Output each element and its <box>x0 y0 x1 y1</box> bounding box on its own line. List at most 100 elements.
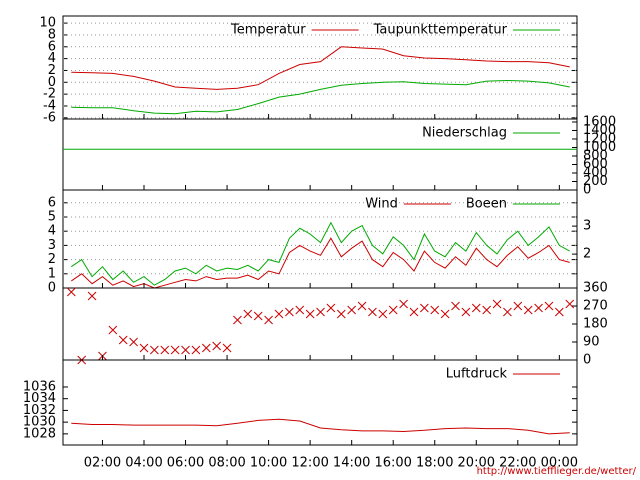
direction-marker <box>233 315 242 325</box>
y-tick-label: 10 <box>39 16 56 31</box>
x-tick-label: 14:00 <box>333 456 370 471</box>
direction-marker <box>305 309 315 319</box>
series-line <box>71 418 570 435</box>
direction-marker <box>565 299 575 309</box>
series-line <box>71 237 570 289</box>
direction-marker <box>409 307 419 317</box>
direction-marker <box>503 307 512 317</box>
direction-marker <box>181 345 190 355</box>
series-line <box>71 221 570 286</box>
direction-marker <box>378 309 388 319</box>
direction-marker <box>492 299 502 309</box>
y2-tick-label: 3 <box>583 219 591 234</box>
y2-tick-label: 400 <box>583 165 608 180</box>
y2-tick-label: 0 <box>583 183 591 198</box>
y-tick-label: 6 <box>48 39 56 54</box>
x-tick-label: 00:00 <box>541 456 578 471</box>
direction-marker <box>461 307 471 317</box>
panel-frame <box>62 287 578 361</box>
direction-marker <box>388 305 398 315</box>
legend-label: Niederschlag <box>422 126 507 141</box>
y2-tick-label: 180 <box>583 317 608 332</box>
direction-marker <box>316 307 325 317</box>
y-tick-label: -6 <box>43 110 56 125</box>
x-tick-label: 16:00 <box>374 456 411 471</box>
legend-label: Temperatur <box>230 23 306 38</box>
direction-marker <box>326 303 336 313</box>
direction-marker <box>523 305 533 315</box>
x-tick-label: 08:00 <box>208 456 245 471</box>
y-tick-label: 1028 <box>23 426 56 441</box>
y2-tick-label: 2 <box>583 247 591 262</box>
direction-marker <box>129 337 138 347</box>
legend-label: Luftdruck <box>446 367 508 382</box>
legend-label: Wind <box>365 197 398 212</box>
direction-marker <box>87 291 97 301</box>
direction-marker <box>336 309 346 319</box>
x-tick-label: 06:00 <box>167 456 204 471</box>
direction-marker <box>160 345 170 355</box>
direction-marker <box>482 305 492 315</box>
y-tick-label: 6 <box>48 195 56 210</box>
y-tick-label: 4 <box>48 51 56 66</box>
y-tick-label: 1030 <box>23 415 56 430</box>
direction-marker <box>264 315 273 325</box>
direction-marker <box>399 299 408 309</box>
y-tick-label: 1032 <box>23 403 56 418</box>
y-tick-label: 0 <box>48 75 56 90</box>
y-tick-label: 1034 <box>23 391 56 406</box>
x-tick-label: 22:00 <box>499 456 536 471</box>
direction-marker <box>253 311 263 321</box>
direction-marker <box>274 309 284 319</box>
direction-marker <box>430 305 440 315</box>
direction-marker <box>471 303 481 313</box>
panel-frame <box>62 359 578 446</box>
direction-marker <box>534 303 543 313</box>
x-tick-label: 02:00 <box>84 456 121 471</box>
x-tick-label: 12:00 <box>291 456 328 471</box>
y-tick-label: 2 <box>48 252 56 267</box>
x-tick-label: 04:00 <box>125 456 162 471</box>
direction-marker <box>66 287 76 297</box>
direction-marker <box>368 307 377 317</box>
y2-tick-label: 1400 <box>583 123 616 138</box>
y2-tick-label: 90 <box>583 335 600 350</box>
direction-marker <box>347 305 357 315</box>
direction-marker <box>170 345 180 355</box>
direction-marker <box>513 301 523 311</box>
series-line <box>71 79 570 115</box>
direction-marker <box>243 309 253 319</box>
y2-tick-label: 0 <box>583 353 591 368</box>
y-tick-label: 1 <box>48 266 56 281</box>
x-tick-label: 10:00 <box>250 456 287 471</box>
direction-marker <box>108 325 118 335</box>
legend-label: Taupunkttemperatur <box>373 23 508 38</box>
direction-marker <box>420 303 429 313</box>
x-tick-label: 18:00 <box>416 456 453 471</box>
y-tick-label: 5 <box>48 209 56 224</box>
y2-tick-label: 800 <box>583 148 608 163</box>
y2-tick-label: 600 <box>583 157 608 172</box>
direction-marker <box>191 345 201 355</box>
y2-tick-label: 360 <box>583 281 608 296</box>
y-tick-label: 3 <box>48 238 56 253</box>
direction-marker <box>118 335 128 345</box>
direction-marker <box>139 343 149 353</box>
direction-marker <box>544 301 554 311</box>
y-tick-label: 2 <box>48 63 56 78</box>
y-tick-label: 0 <box>48 281 56 296</box>
y2-tick-label: 1200 <box>583 131 616 146</box>
y-tick-label: 1036 <box>23 379 56 394</box>
y-tick-label: 4 <box>48 224 56 239</box>
y2-tick-label: 1000 <box>583 140 616 155</box>
y2-tick-label: 1600 <box>583 114 616 129</box>
direction-marker <box>212 341 222 351</box>
y-tick-label: 8 <box>48 27 56 42</box>
direction-marker <box>201 343 211 353</box>
direction-marker <box>451 301 460 311</box>
y-tick-label: -4 <box>43 98 56 113</box>
footer-link: http://www.tiefflieger.de/wetter/ <box>477 466 637 477</box>
direction-marker <box>357 301 367 311</box>
x-tick-label: 20:00 <box>458 456 495 471</box>
